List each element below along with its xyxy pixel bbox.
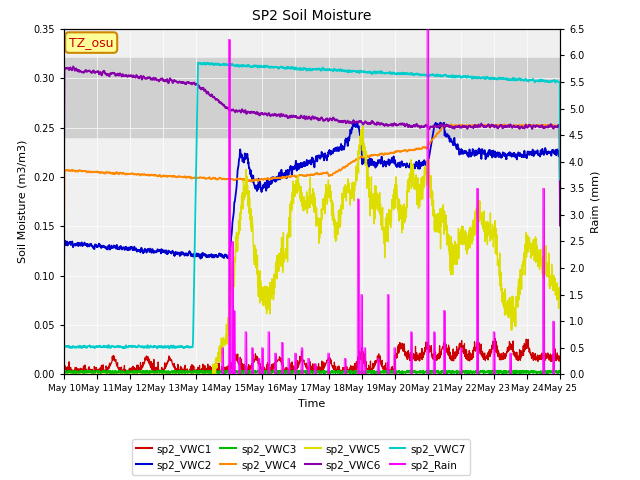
Bar	[64, 59, 560, 137]
Title: SP2 Soil Moisture: SP2 Soil Moisture	[252, 10, 372, 24]
Y-axis label: Soil Moisture (m3/m3): Soil Moisture (m3/m3)	[18, 140, 28, 264]
Legend: sp2_VWC1, sp2_VWC2, sp2_VWC3, sp2_VWC4, sp2_VWC5, sp2_VWC6, sp2_VWC7, sp2_Rain: sp2_VWC1, sp2_VWC2, sp2_VWC3, sp2_VWC4, …	[132, 439, 470, 475]
Y-axis label: Raim (mm): Raim (mm)	[590, 170, 600, 233]
X-axis label: Time: Time	[298, 399, 326, 408]
Text: TZ_osu: TZ_osu	[69, 36, 113, 49]
